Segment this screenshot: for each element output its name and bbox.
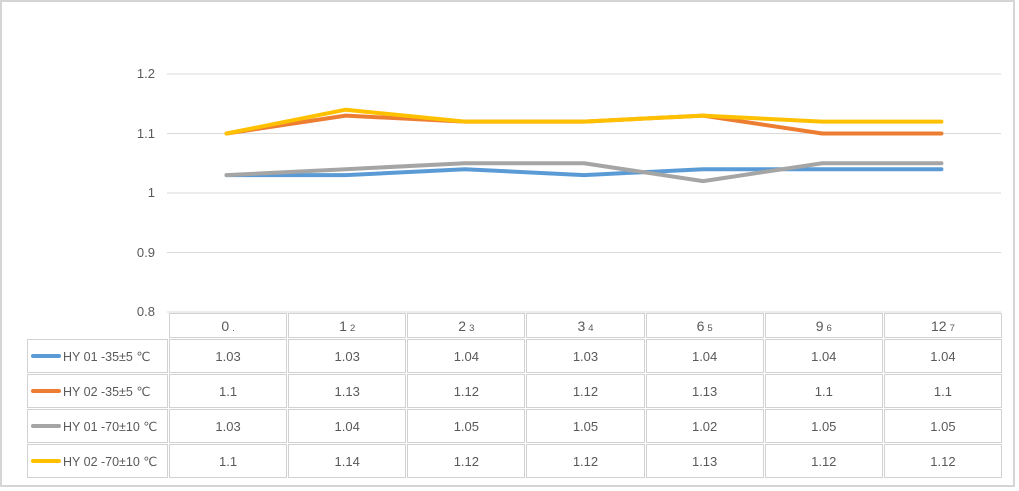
value-cell: 1.13: [645, 444, 764, 478]
value-cell: 1.13: [645, 374, 764, 408]
legend-label: HY 02 -70±10 ℃: [63, 454, 158, 469]
x-category-sub-label: 4: [588, 323, 594, 334]
value-cell: 1.12: [883, 444, 1002, 478]
x-category-sub-label: .: [232, 323, 235, 334]
value-cell: 1.14: [288, 444, 407, 478]
x-category-main-label: 6: [696, 317, 705, 334]
y-axis-tick-label: 1: [147, 185, 155, 200]
value-cell: 1.12: [764, 444, 883, 478]
series-line-3: [224, 161, 944, 184]
value-cell: 1.04: [764, 339, 883, 373]
value-cell: 1.02: [645, 409, 764, 443]
value-cell: 1.04: [883, 339, 1002, 373]
legend-cell: HY 01 -35±5 ℃: [27, 339, 168, 373]
x-category-sub-label: 6: [826, 323, 832, 334]
value-cell: 1.03: [526, 339, 645, 373]
series-line-2: [224, 113, 944, 136]
x-category-sub-label: 3: [469, 323, 475, 334]
x-category-main-label: 2: [458, 317, 467, 334]
series-color-swatch: [31, 389, 61, 393]
value-cell: 1.05: [883, 409, 1002, 443]
value-cell: 1.03: [169, 339, 288, 373]
value-cell: 1.04: [288, 409, 407, 443]
value-cell: 1.12: [526, 374, 645, 408]
y-axis-tick-label: 1.2: [136, 66, 155, 81]
chart-data-table: 0. 1 2 2 3 3 4 6 5 9 6 12 7 HY 01 -35±5 ℃ 1.03 1.03 1.04…: [27, 313, 1002, 478]
value-cell: 1.12: [407, 444, 526, 478]
series-color-swatch: [31, 459, 61, 463]
y-axis-tick-label: 0.9: [136, 244, 155, 260]
value-cell: 1.1: [883, 374, 1002, 408]
value-cell: 1.03: [169, 409, 288, 443]
x-category-main-label: 3: [577, 317, 586, 334]
x-category-sub-label: 7: [949, 323, 955, 334]
value-cell: 1.05: [764, 409, 883, 443]
value-cell: 1.13: [288, 374, 407, 408]
series-color-swatch: [31, 354, 61, 358]
value-cell: 1.1: [764, 374, 883, 408]
value-cell: 1.12: [526, 444, 645, 478]
value-cell: 1.05: [407, 409, 526, 443]
y-axis-tick-label: 0.8: [136, 304, 155, 319]
x-category-main-label: 12: [930, 317, 947, 334]
legend-cell: HY 02 -70±10 ℃: [27, 444, 168, 478]
value-cell: 1.1: [169, 374, 288, 408]
value-cell: 1.1: [169, 444, 288, 478]
x-category-header: 12 7: [883, 313, 1002, 338]
x-category-main-label: 1: [339, 317, 347, 334]
x-category-sub-label: 5: [707, 323, 713, 334]
x-category-main-label: 0: [221, 317, 230, 334]
legend-cell: HY 01 -70±10 ℃: [27, 409, 168, 443]
x-category-header: 0.: [169, 313, 288, 338]
legend-label: HY 01 -35±5 ℃: [63, 349, 151, 364]
value-cell: 1.04: [407, 339, 526, 373]
value-cell: 1.05: [526, 409, 645, 443]
series-line-4: [224, 107, 944, 136]
y-axis-tick-label: 1.1: [136, 125, 155, 141]
legend-label: HY 02 -35±5 ℃: [63, 384, 151, 399]
value-cell: 1.03: [288, 339, 407, 373]
series-line-1: [224, 167, 944, 178]
value-cell: 1.04: [645, 339, 764, 373]
legend-cell: HY 02 -35±5 ℃: [27, 374, 168, 408]
x-category-sub-label: 2: [349, 323, 356, 334]
value-cell: 1.12: [407, 374, 526, 408]
legend-label: HY 01 -70±10 ℃: [63, 419, 158, 434]
y-axis-labels: 1.2 1.1 1 0.9 0.8: [2, 2, 155, 485]
series-color-swatch: [31, 424, 61, 428]
table-corner-spacer: [27, 313, 168, 338]
x-category-main-label: 9: [815, 317, 824, 334]
